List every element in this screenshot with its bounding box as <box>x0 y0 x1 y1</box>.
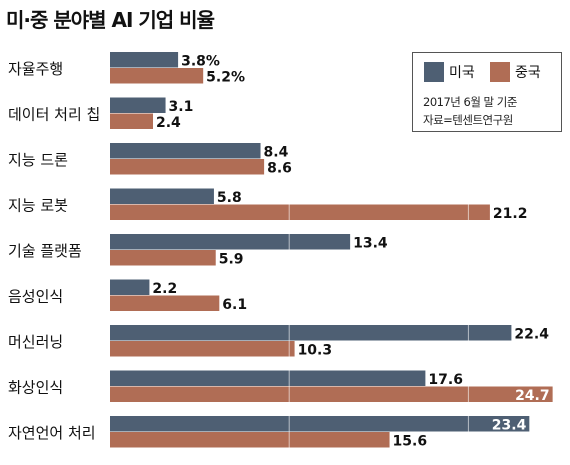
bar-china <box>110 113 154 129</box>
value-label-us: 8.4 <box>264 145 289 161</box>
legend-box: 미국 중국 2017년 6월 말 기준 자료=텐센트연구원 <box>412 52 562 132</box>
bar-us <box>110 52 179 68</box>
legend-swatch-china <box>490 62 510 82</box>
legend-label-us: 미국 <box>449 65 475 81</box>
category-label: 기술 플랫폼 <box>8 242 82 260</box>
bar-china <box>110 432 390 448</box>
legend-item-china: 중국 <box>490 62 541 82</box>
value-label-china: 6.1 <box>222 297 247 313</box>
value-label-us: 17.6 <box>428 372 463 388</box>
bar-us <box>110 97 166 113</box>
value-label-china: 24.7 <box>515 388 550 404</box>
value-labels: 3.8%5.2% 3.12.4 8.48.6 5.8 21.2 13.4 5.9 2.2 6.1… <box>152 54 549 450</box>
bars <box>110 52 553 448</box>
legend-item-us: 미국 <box>424 62 475 82</box>
bar-us <box>110 370 426 386</box>
value-label-us: 22.4 <box>514 327 549 343</box>
category-label: 자율주행 <box>8 60 63 78</box>
value-label-us: 23.4 <box>492 418 527 434</box>
value-label-china: 21.2 <box>493 206 528 222</box>
bar-china <box>110 250 216 266</box>
value-label-us: 3.8% <box>181 54 220 70</box>
bar-china <box>110 341 295 357</box>
value-label-us: 3.1 <box>169 99 194 115</box>
value-label-us: 13.4 <box>353 236 388 252</box>
category-label: 데이터 처리 칩 <box>8 106 100 124</box>
bar-us <box>110 416 530 432</box>
legend-note-date: 2017년 6월 말 기준 <box>423 95 517 109</box>
legend-swatch-us <box>424 62 444 82</box>
value-label-us: 5.8 <box>217 190 242 206</box>
value-label-china: 8.6 <box>267 161 292 177</box>
value-label-china: 15.6 <box>393 434 428 450</box>
category-label: 화상인식 <box>8 379 63 397</box>
value-label-china: 5.9 <box>219 252 244 268</box>
legend-note-source: 자료=텐센트연구원 <box>423 113 513 127</box>
legend-label-china: 중국 <box>515 65 541 81</box>
category-label: 머신러닝 <box>8 333 63 351</box>
bar-china <box>110 295 220 311</box>
value-label-china: 5.2% <box>206 70 245 86</box>
chart-title: 미·중 분야별 AI 기업 비율 <box>6 8 215 32</box>
value-label-china: 2.4 <box>156 115 181 131</box>
category-label: 음성인식 <box>8 288 63 306</box>
bar-china <box>110 68 204 84</box>
category-label: 지능 드론 <box>8 151 68 169</box>
value-label-china: 10.3 <box>298 343 333 359</box>
bar-us <box>110 279 150 295</box>
bar-us <box>110 234 351 250</box>
bar-china <box>110 204 490 220</box>
category-label: 자연언어 처리 <box>8 424 96 442</box>
value-label-us: 2.2 <box>152 281 177 297</box>
bar-china <box>110 386 553 402</box>
bar-china <box>110 159 265 175</box>
bar-us <box>110 188 214 204</box>
category-label: 지능 로봇 <box>8 197 68 215</box>
bar-us <box>110 143 261 159</box>
bar-us <box>110 325 512 341</box>
